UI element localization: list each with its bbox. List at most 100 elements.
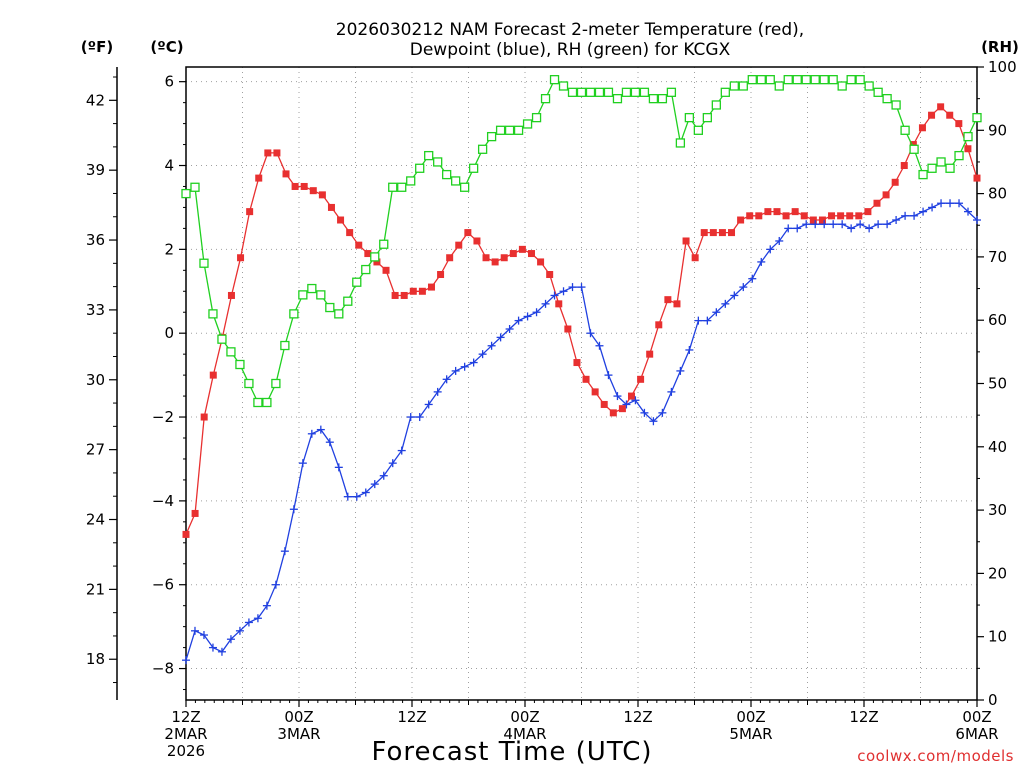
temperature-point: [309, 187, 317, 195]
x-tick-label: 00Z: [510, 708, 539, 726]
temperature-point: [728, 229, 736, 237]
rh-point: [262, 397, 272, 408]
temperature-point: [918, 124, 926, 132]
rh-point: [900, 125, 910, 135]
dewpoint-point: [901, 211, 910, 220]
dewpoint-point: [703, 316, 712, 325]
dewpoint-point: [199, 631, 208, 640]
rh-point: [954, 150, 964, 161]
y-tick-label-rh: 80: [988, 185, 1007, 203]
rh-point: [837, 81, 847, 91]
dewpoint-point: [928, 203, 937, 212]
y-tick-label-celsius: −2: [152, 408, 174, 426]
dewpoint-point: [577, 283, 586, 292]
y-tick-label-rh: 30: [988, 501, 1007, 519]
dewpoint-point: [289, 505, 298, 514]
rh-point: [549, 75, 560, 85]
dewpoint-point: [874, 220, 883, 229]
y-tick-label-rh: 10: [988, 628, 1007, 646]
rh-point: [756, 75, 766, 85]
rh-point: [693, 125, 704, 135]
rh-point: [864, 81, 874, 91]
temperature-point: [518, 245, 526, 253]
rh-point: [244, 378, 254, 389]
dewpoint-point: [919, 207, 928, 216]
dewpoint-point: [244, 618, 253, 627]
temperature-point: [464, 229, 472, 237]
rh-point: [513, 125, 524, 135]
dewpoint-point: [856, 220, 865, 229]
rh-point: [891, 100, 901, 110]
dewpoint-point: [766, 245, 775, 254]
credit-text: coolwx.com/models: [857, 747, 1014, 765]
temperature-point: [446, 254, 454, 262]
y-tick-label-fahrenheit: 36: [86, 231, 105, 249]
x-tick-label: 12Z: [623, 708, 652, 726]
dewpoint-point: [451, 366, 460, 375]
temperature-point: [246, 208, 254, 216]
x-tick-label: 00Z: [736, 708, 765, 726]
rh-point: [307, 283, 317, 294]
dewpoint-point: [262, 601, 271, 610]
chart-title-line-1: 2026030212 NAM Forecast 2-meter Temperat…: [336, 20, 804, 40]
dewpoint-point: [370, 480, 379, 489]
temperature-point: [600, 400, 608, 408]
dewpoint-point: [865, 224, 874, 233]
rh-point: [370, 252, 380, 262]
temperature-point: [682, 237, 690, 245]
dewpoint-point: [433, 387, 442, 396]
rh-point: [855, 75, 865, 85]
rh-point: [316, 290, 326, 300]
dewpoint-point: [784, 224, 793, 233]
dewpoint-point: [892, 216, 901, 225]
x-tick-label: 12Z: [171, 708, 200, 726]
y-tick-label-celsius: −4: [152, 492, 174, 510]
rh-point: [585, 87, 596, 97]
x-axis-title: Forecast Time (UTC): [371, 737, 652, 767]
dewpoint-point: [613, 392, 622, 401]
dewpoint-point: [793, 224, 802, 233]
temperature-point: [955, 120, 963, 128]
temperature-point: [273, 149, 281, 157]
rh-point: [334, 309, 344, 319]
temperature-point: [473, 237, 481, 245]
rh-unit-label: (RH): [981, 38, 1019, 56]
temperature-point: [382, 266, 390, 274]
rh-point: [325, 302, 335, 313]
y-tick-label-fahrenheit: 30: [86, 371, 105, 389]
rh-point: [343, 296, 353, 306]
dewpoint-point: [883, 220, 892, 229]
temperature-point: [737, 216, 745, 224]
dewpoint-point: [190, 626, 199, 635]
x-tick-label: 00Z: [284, 708, 313, 726]
dewpoint-series: [182, 199, 981, 665]
y-tick-label-rh: 0: [988, 691, 998, 709]
temperature-point: [537, 258, 545, 266]
rh-point: [810, 75, 820, 85]
y-tick-label-rh: 40: [988, 438, 1007, 456]
dewpoint-line: [185, 202, 978, 661]
rh-point: [621, 87, 632, 97]
chart-title-line-2: Dewpoint (blue), RH (green) for KCGX: [410, 40, 731, 60]
temperature-point: [946, 111, 954, 119]
rh-point: [289, 309, 299, 319]
dewpoint-point: [406, 413, 415, 422]
temperature-point: [337, 216, 345, 224]
rh-point: [298, 290, 308, 300]
rh-point: [774, 81, 784, 91]
dewpoint-point: [712, 308, 721, 317]
temperature-point: [391, 291, 399, 299]
dewpoint-point: [631, 396, 640, 405]
temperature-point: [809, 216, 817, 224]
dewpoint-point: [217, 647, 226, 656]
rh-point: [190, 182, 200, 192]
dewpoint-point: [235, 626, 244, 635]
temperature-point: [200, 413, 208, 421]
dewpoint-point: [847, 224, 856, 233]
dewpoint-point: [325, 438, 334, 447]
dewpoint-point: [415, 413, 424, 422]
dewpoint-point: [811, 220, 820, 229]
x-tick-label: 4MAR: [503, 725, 546, 743]
